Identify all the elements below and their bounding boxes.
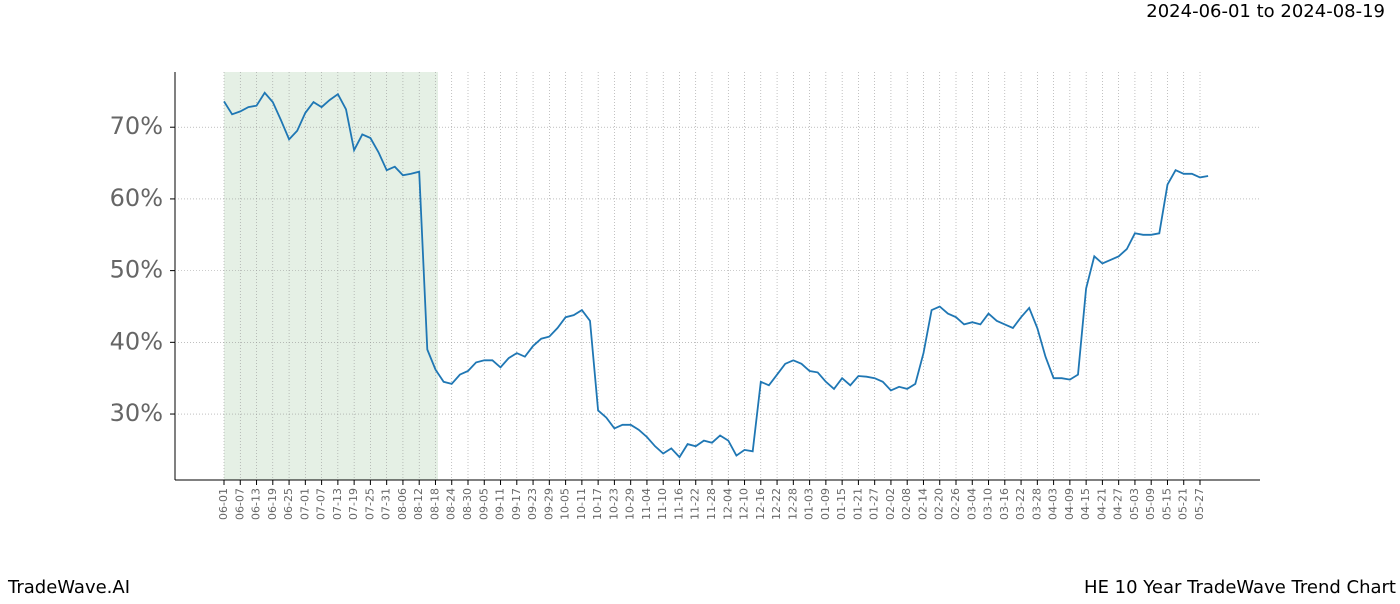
x-tick-label: 07-19 xyxy=(347,488,360,520)
x-tick-label: 11-28 xyxy=(705,488,718,520)
x-tick-label: 05-27 xyxy=(1193,488,1206,520)
y-tick-label: 30% xyxy=(110,399,163,427)
x-tick-label: 02-08 xyxy=(900,488,913,520)
x-tick-label: 10-05 xyxy=(559,488,572,520)
x-tick-label: 04-21 xyxy=(1095,488,1108,520)
x-tick-label: 08-06 xyxy=(396,488,409,520)
x-tick-label: 09-29 xyxy=(542,488,555,520)
x-tick-label: 03-16 xyxy=(998,488,1011,520)
x-tick-label: 03-10 xyxy=(982,488,995,520)
y-tick-label: 60% xyxy=(110,184,163,212)
x-tick-label: 11-10 xyxy=(656,488,669,520)
x-tick-label: 02-26 xyxy=(949,488,962,520)
y-tick-label: 70% xyxy=(110,112,163,140)
x-tick-label: 08-24 xyxy=(445,488,458,520)
y-tick-label: 40% xyxy=(110,327,163,355)
chart-title: 2024-06-01 to 2024-08-19 xyxy=(1146,1,1385,22)
x-tick-label: 09-11 xyxy=(494,488,507,520)
x-tick-label: 05-03 xyxy=(1128,488,1141,520)
x-tick-label: 01-03 xyxy=(803,488,816,520)
x-tick-label: 01-15 xyxy=(835,488,848,520)
x-tick-label: 02-20 xyxy=(933,488,946,520)
x-tick-label: 01-27 xyxy=(868,488,881,520)
x-tick-label: 04-03 xyxy=(1047,488,1060,520)
footer-right: HE 10 Year TradeWave Trend Chart xyxy=(1084,577,1396,598)
x-tick-label: 12-10 xyxy=(738,488,751,520)
x-tick-label: 11-22 xyxy=(689,488,702,520)
x-tick-label: 09-17 xyxy=(510,488,523,520)
x-tick-label: 04-27 xyxy=(1112,488,1125,520)
x-tick-label: 10-23 xyxy=(607,488,620,520)
x-tick-label: 06-01 xyxy=(217,488,230,520)
x-tick-label: 07-07 xyxy=(315,488,328,520)
x-tick-label: 01-09 xyxy=(819,488,832,520)
x-tick-label: 03-28 xyxy=(1030,488,1043,520)
x-tick-label: 09-05 xyxy=(477,488,490,520)
x-tick-label: 09-23 xyxy=(526,488,539,520)
x-tick-label: 03-22 xyxy=(1014,488,1027,520)
x-tick-label: 04-15 xyxy=(1079,488,1092,520)
x-tick-label: 07-31 xyxy=(380,488,393,520)
x-tick-label: 06-25 xyxy=(282,488,295,520)
x-tick-label: 07-13 xyxy=(331,488,344,520)
x-tick-label: 08-30 xyxy=(461,488,474,520)
x-tick-label: 01-21 xyxy=(851,488,864,520)
x-tick-label: 06-13 xyxy=(250,488,263,520)
x-tick-label: 05-21 xyxy=(1177,488,1190,520)
x-tick-label: 06-07 xyxy=(233,488,246,520)
x-tick-label: 10-17 xyxy=(591,488,604,520)
x-tick-label: 04-09 xyxy=(1063,488,1076,520)
x-tick-label: 05-09 xyxy=(1144,488,1157,520)
x-tick-label: 11-16 xyxy=(672,488,685,520)
x-tick-label: 07-01 xyxy=(298,488,311,520)
x-tick-label: 02-02 xyxy=(884,488,897,520)
x-tick-label: 10-29 xyxy=(624,488,637,520)
y-tick-label: 50% xyxy=(110,256,163,284)
highlight-region xyxy=(224,72,438,480)
x-tick-label: 12-04 xyxy=(721,488,734,520)
x-tick-label: 12-16 xyxy=(754,488,767,520)
x-tick-label: 12-22 xyxy=(770,488,783,520)
trend-line xyxy=(223,91,1209,459)
x-tick-label: 10-11 xyxy=(575,488,588,520)
x-tick-label: 06-19 xyxy=(266,488,279,520)
footer-left: TradeWave.AI xyxy=(7,577,130,598)
x-tick-label: 08-18 xyxy=(428,488,441,520)
x-tick-label: 12-28 xyxy=(786,488,799,520)
x-tick-label: 02-14 xyxy=(916,488,929,520)
x-tick-label: 07-25 xyxy=(363,488,376,520)
x-tick-label: 11-04 xyxy=(640,488,653,520)
x-tick-label: 08-12 xyxy=(412,488,425,520)
x-tick-label: 03-04 xyxy=(965,488,978,520)
x-tick-label: 05-15 xyxy=(1160,488,1173,520)
